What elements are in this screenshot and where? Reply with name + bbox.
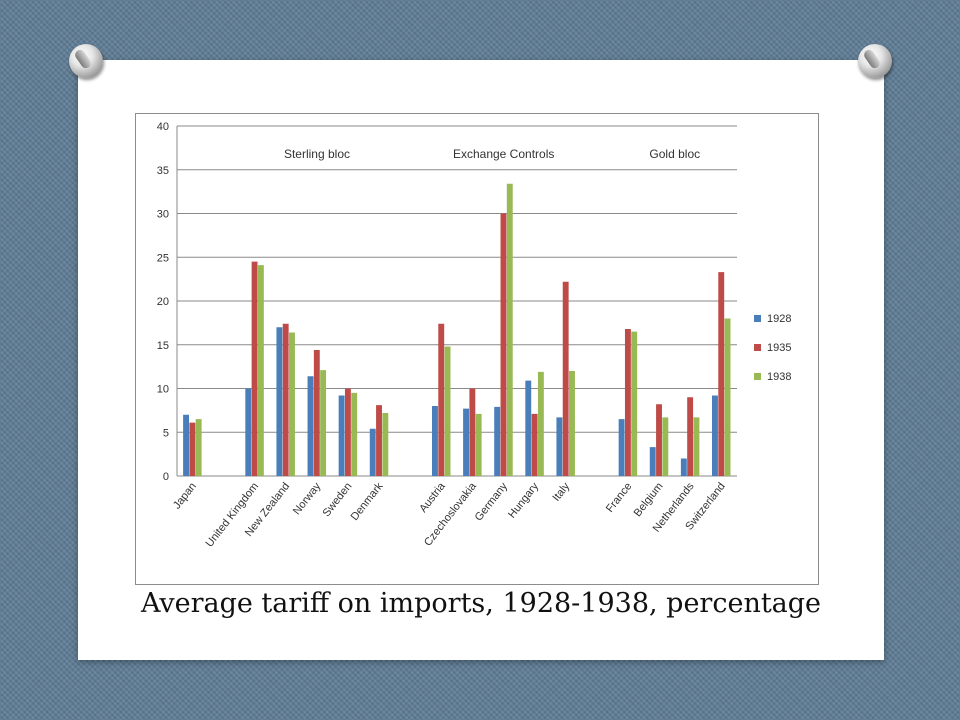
y-tick-label: 35 (157, 165, 169, 177)
legend-label: 1935 (767, 342, 791, 354)
x-tick-label: Austria (417, 480, 448, 515)
group-label: Sterling bloc (284, 147, 350, 161)
bar-1928 (556, 417, 563, 476)
legend-swatch (754, 373, 761, 380)
bar-1938 (537, 371, 544, 476)
bar-1935 (376, 405, 382, 476)
group-label: Gold bloc (649, 147, 700, 161)
x-tick-label: Denmark (349, 480, 386, 523)
bar-1935 (189, 422, 196, 476)
bar-1935 (469, 388, 476, 476)
bar-1938 (195, 419, 202, 476)
bar-1938 (475, 413, 482, 476)
bar-1938 (382, 413, 389, 476)
bar-1935 (687, 397, 694, 476)
bar-1938 (569, 371, 575, 476)
x-tick-label: Germany (473, 480, 511, 523)
bar-1938 (724, 318, 731, 476)
bar-1938 (257, 265, 264, 476)
bar-1928 (618, 419, 625, 476)
bar-1928 (183, 414, 190, 476)
y-tick-label: 5 (163, 427, 169, 439)
bar-1928 (338, 395, 345, 476)
pushpin-icon (858, 44, 892, 78)
bar-1928 (525, 380, 532, 476)
x-tick-label: United Kingdom (203, 480, 261, 549)
bar-1938 (506, 183, 513, 476)
bar-1938 (289, 332, 295, 476)
bar-1928 (649, 447, 656, 476)
x-tick-label: Hungary (506, 480, 541, 521)
bar-1928 (711, 395, 718, 476)
bar-1928 (307, 376, 314, 476)
bar-1935 (562, 281, 569, 476)
bar-1928 (463, 408, 470, 476)
bar-1928 (680, 458, 687, 476)
bar-1935 (500, 213, 507, 476)
y-tick-label: 10 (157, 384, 169, 396)
legend-swatch (754, 315, 761, 322)
x-tick-label: France (604, 480, 635, 514)
bar-1935 (438, 323, 445, 476)
bar-1928 (245, 388, 252, 476)
group-label: Exchange Controls (453, 147, 554, 161)
chart-caption: Average tariff on imports, 1928-1938, pe… (140, 588, 822, 619)
bar-1935 (251, 261, 258, 476)
bar-1938 (693, 417, 700, 476)
legend-label: 1928 (767, 313, 791, 325)
bar-1938 (444, 346, 451, 476)
y-tick-label: 0 (163, 471, 169, 483)
y-tick-label: 25 (157, 252, 169, 264)
x-tick-label: Japan (171, 480, 199, 511)
bar-1938 (351, 392, 358, 476)
chart-frame: 0 5 10 15 20 25 30 35 40 Japan United Kingdom New Z… (135, 113, 819, 585)
bar-1935 (282, 323, 289, 476)
x-tick-label: Norway (291, 480, 324, 517)
bar-1935 (624, 329, 631, 476)
bar-1935 (531, 413, 538, 476)
y-tick-label: 15 (157, 340, 169, 352)
bar-1928 (276, 327, 283, 476)
pushpin-icon (69, 44, 103, 78)
bar-1928 (369, 428, 376, 476)
bar-1928 (431, 406, 438, 476)
y-tick-label: 40 (157, 121, 169, 133)
bar-1938 (320, 370, 327, 476)
x-tick-label: Italy (550, 480, 572, 504)
bar-1928 (494, 406, 501, 476)
bar-1935 (344, 388, 351, 476)
legend-swatch (754, 344, 761, 351)
bar-1935 (656, 404, 662, 476)
y-tick-label: 20 (157, 296, 169, 308)
bar-1938 (631, 331, 638, 476)
legend-label: 1938 (767, 371, 791, 383)
y-tick-label: 30 (157, 209, 169, 221)
bar-1938 (662, 417, 669, 476)
bar-1935 (313, 350, 320, 476)
bar-1935 (718, 272, 725, 476)
